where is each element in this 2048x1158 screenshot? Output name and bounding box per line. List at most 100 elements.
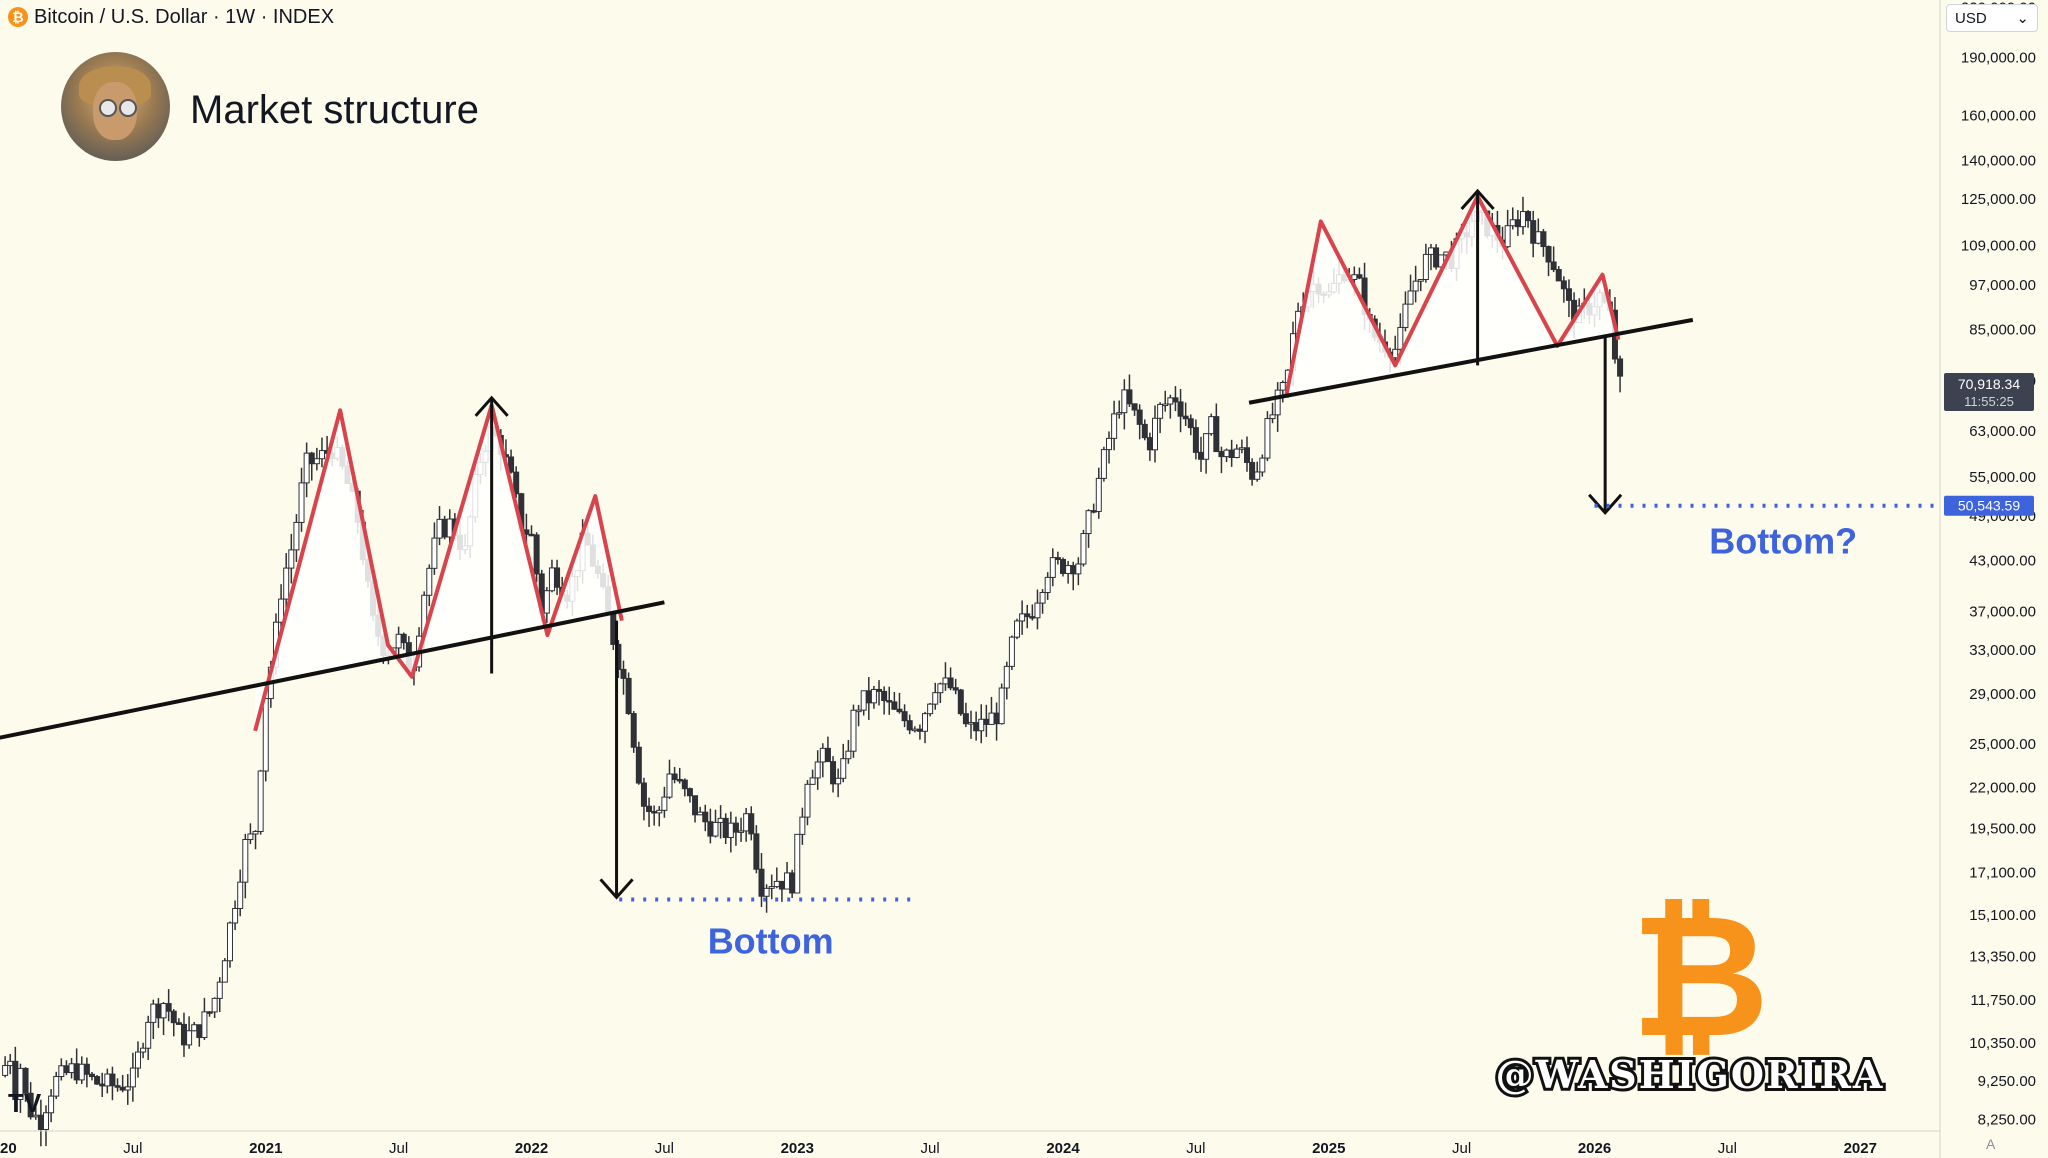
candle-body	[1417, 278, 1424, 282]
candle-body	[247, 833, 254, 841]
candle-body	[1060, 559, 1067, 574]
candle-body	[1412, 280, 1419, 292]
currency-select[interactable]: USD ⌄	[1946, 4, 2038, 32]
candle-body	[206, 1011, 213, 1014]
price-tick-label: 33,000.00	[1969, 642, 2036, 659]
pattern-fill	[1286, 196, 1619, 396]
price-tick-label: 22,000.00	[1969, 779, 2036, 796]
candle-body	[22, 1067, 29, 1094]
price-tick-label: 85,000.00	[1969, 322, 2036, 339]
candle-body	[1213, 416, 1220, 453]
price-tick-label: 125,000.00	[1961, 191, 2036, 208]
time-tick-label: 2022	[515, 1140, 548, 1157]
arrow-head	[474, 395, 509, 417]
candle-body	[2, 1065, 9, 1076]
symbol-header[interactable]: ₿ Bitcoin / U.S. Dollar · 1W · INDEX	[8, 4, 334, 30]
candle-body	[830, 761, 837, 785]
candle-body	[395, 633, 402, 649]
last-price-badge	[1944, 373, 2034, 412]
pattern-fill	[255, 405, 622, 731]
candle-body	[824, 747, 831, 763]
candle-body	[303, 452, 310, 484]
candle-body	[436, 518, 443, 539]
candle-body	[548, 567, 555, 592]
time-tick-label: Jul	[1186, 1140, 1205, 1157]
candle-body	[932, 692, 939, 705]
candle-body	[1131, 403, 1138, 411]
candle-body	[1172, 397, 1179, 403]
candle-body	[1162, 403, 1169, 407]
candle-body	[94, 1076, 101, 1085]
candle-body	[819, 747, 826, 763]
candle-body	[692, 795, 699, 816]
candle-body	[855, 709, 862, 713]
candle-body	[1049, 557, 1056, 578]
candle-body	[543, 590, 550, 614]
candle-body	[1146, 437, 1153, 451]
candle-body	[814, 761, 821, 779]
candle-body	[789, 872, 796, 894]
tradingview-logo: TV	[8, 1088, 42, 1118]
candle-body	[748, 813, 755, 835]
bitcoin-logo-glyph: ₿	[1631, 878, 1770, 1076]
candle-body	[175, 1022, 182, 1025]
candle-body	[722, 817, 729, 838]
candle-body	[1085, 510, 1092, 535]
candle-body	[1535, 231, 1542, 244]
candle-body	[1279, 381, 1286, 391]
candle-body	[1177, 401, 1184, 417]
target-price-value: 50,543.59	[1958, 498, 2020, 514]
candle-body	[865, 690, 872, 704]
candle-body	[1422, 253, 1429, 280]
candle-body	[1126, 389, 1133, 405]
candle-body	[1243, 447, 1250, 463]
candle-body	[1070, 565, 1077, 575]
candle-body	[293, 521, 300, 551]
price-tick-label: 17,100.00	[1969, 865, 2036, 882]
candle-body	[1259, 457, 1266, 473]
time-tick-label: 2024	[1046, 1140, 1080, 1157]
candle-body	[1504, 225, 1511, 248]
candle-body	[1157, 403, 1164, 419]
time-tick-label: 2026	[1578, 1140, 1611, 1157]
candle-body	[697, 811, 704, 816]
candle-body	[620, 668, 627, 679]
candle-body	[804, 783, 811, 818]
candle-body	[528, 533, 535, 537]
avatar-glasses-left	[99, 99, 117, 117]
candle-body	[170, 1010, 177, 1024]
candle-body	[262, 698, 269, 772]
currency-value: USD	[1955, 9, 1987, 27]
candle-body	[58, 1065, 65, 1078]
candle-body	[922, 713, 929, 732]
candle-body	[886, 700, 893, 703]
candle-body	[1208, 416, 1215, 435]
candle-body	[763, 887, 770, 897]
candle-body	[237, 881, 244, 909]
time-axis[interactable]: 2020 Jul 2021 Jul 2022 Jul 2023 Jul 2024 Jul 2025 J…	[0, 1130, 1940, 1157]
price-tick-label: 97,000.00	[1969, 277, 2036, 294]
candle-body	[891, 701, 898, 710]
candle-body	[1560, 280, 1567, 290]
candle-body	[318, 450, 325, 460]
neckline	[1248, 317, 1694, 405]
price-tick-label: 19,500.00	[1969, 820, 2036, 837]
candle-body	[1008, 636, 1015, 667]
price-axis[interactable]: 220,000.00190,000.00160,000.00140,000.00…	[1939, 0, 2048, 1158]
candle-body	[686, 788, 693, 797]
last-price-value: 70,918.34	[1958, 376, 2020, 392]
countdown-value: 11:55:25	[1964, 394, 2014, 409]
auto-scale-button[interactable]: A	[1986, 1136, 1996, 1152]
chart-title: Market structure	[190, 88, 479, 132]
candle-body	[186, 1030, 193, 1046]
price-tick-label: 29,000.00	[1969, 686, 2036, 703]
candle-body	[906, 720, 913, 731]
candle-body	[911, 728, 918, 732]
candle-body	[155, 1003, 162, 1019]
time-tick-label: 2020	[0, 1140, 17, 1157]
candle-body	[640, 782, 647, 807]
candle-body	[441, 518, 448, 538]
candle-body	[1540, 231, 1547, 248]
candle-body	[1223, 449, 1230, 458]
